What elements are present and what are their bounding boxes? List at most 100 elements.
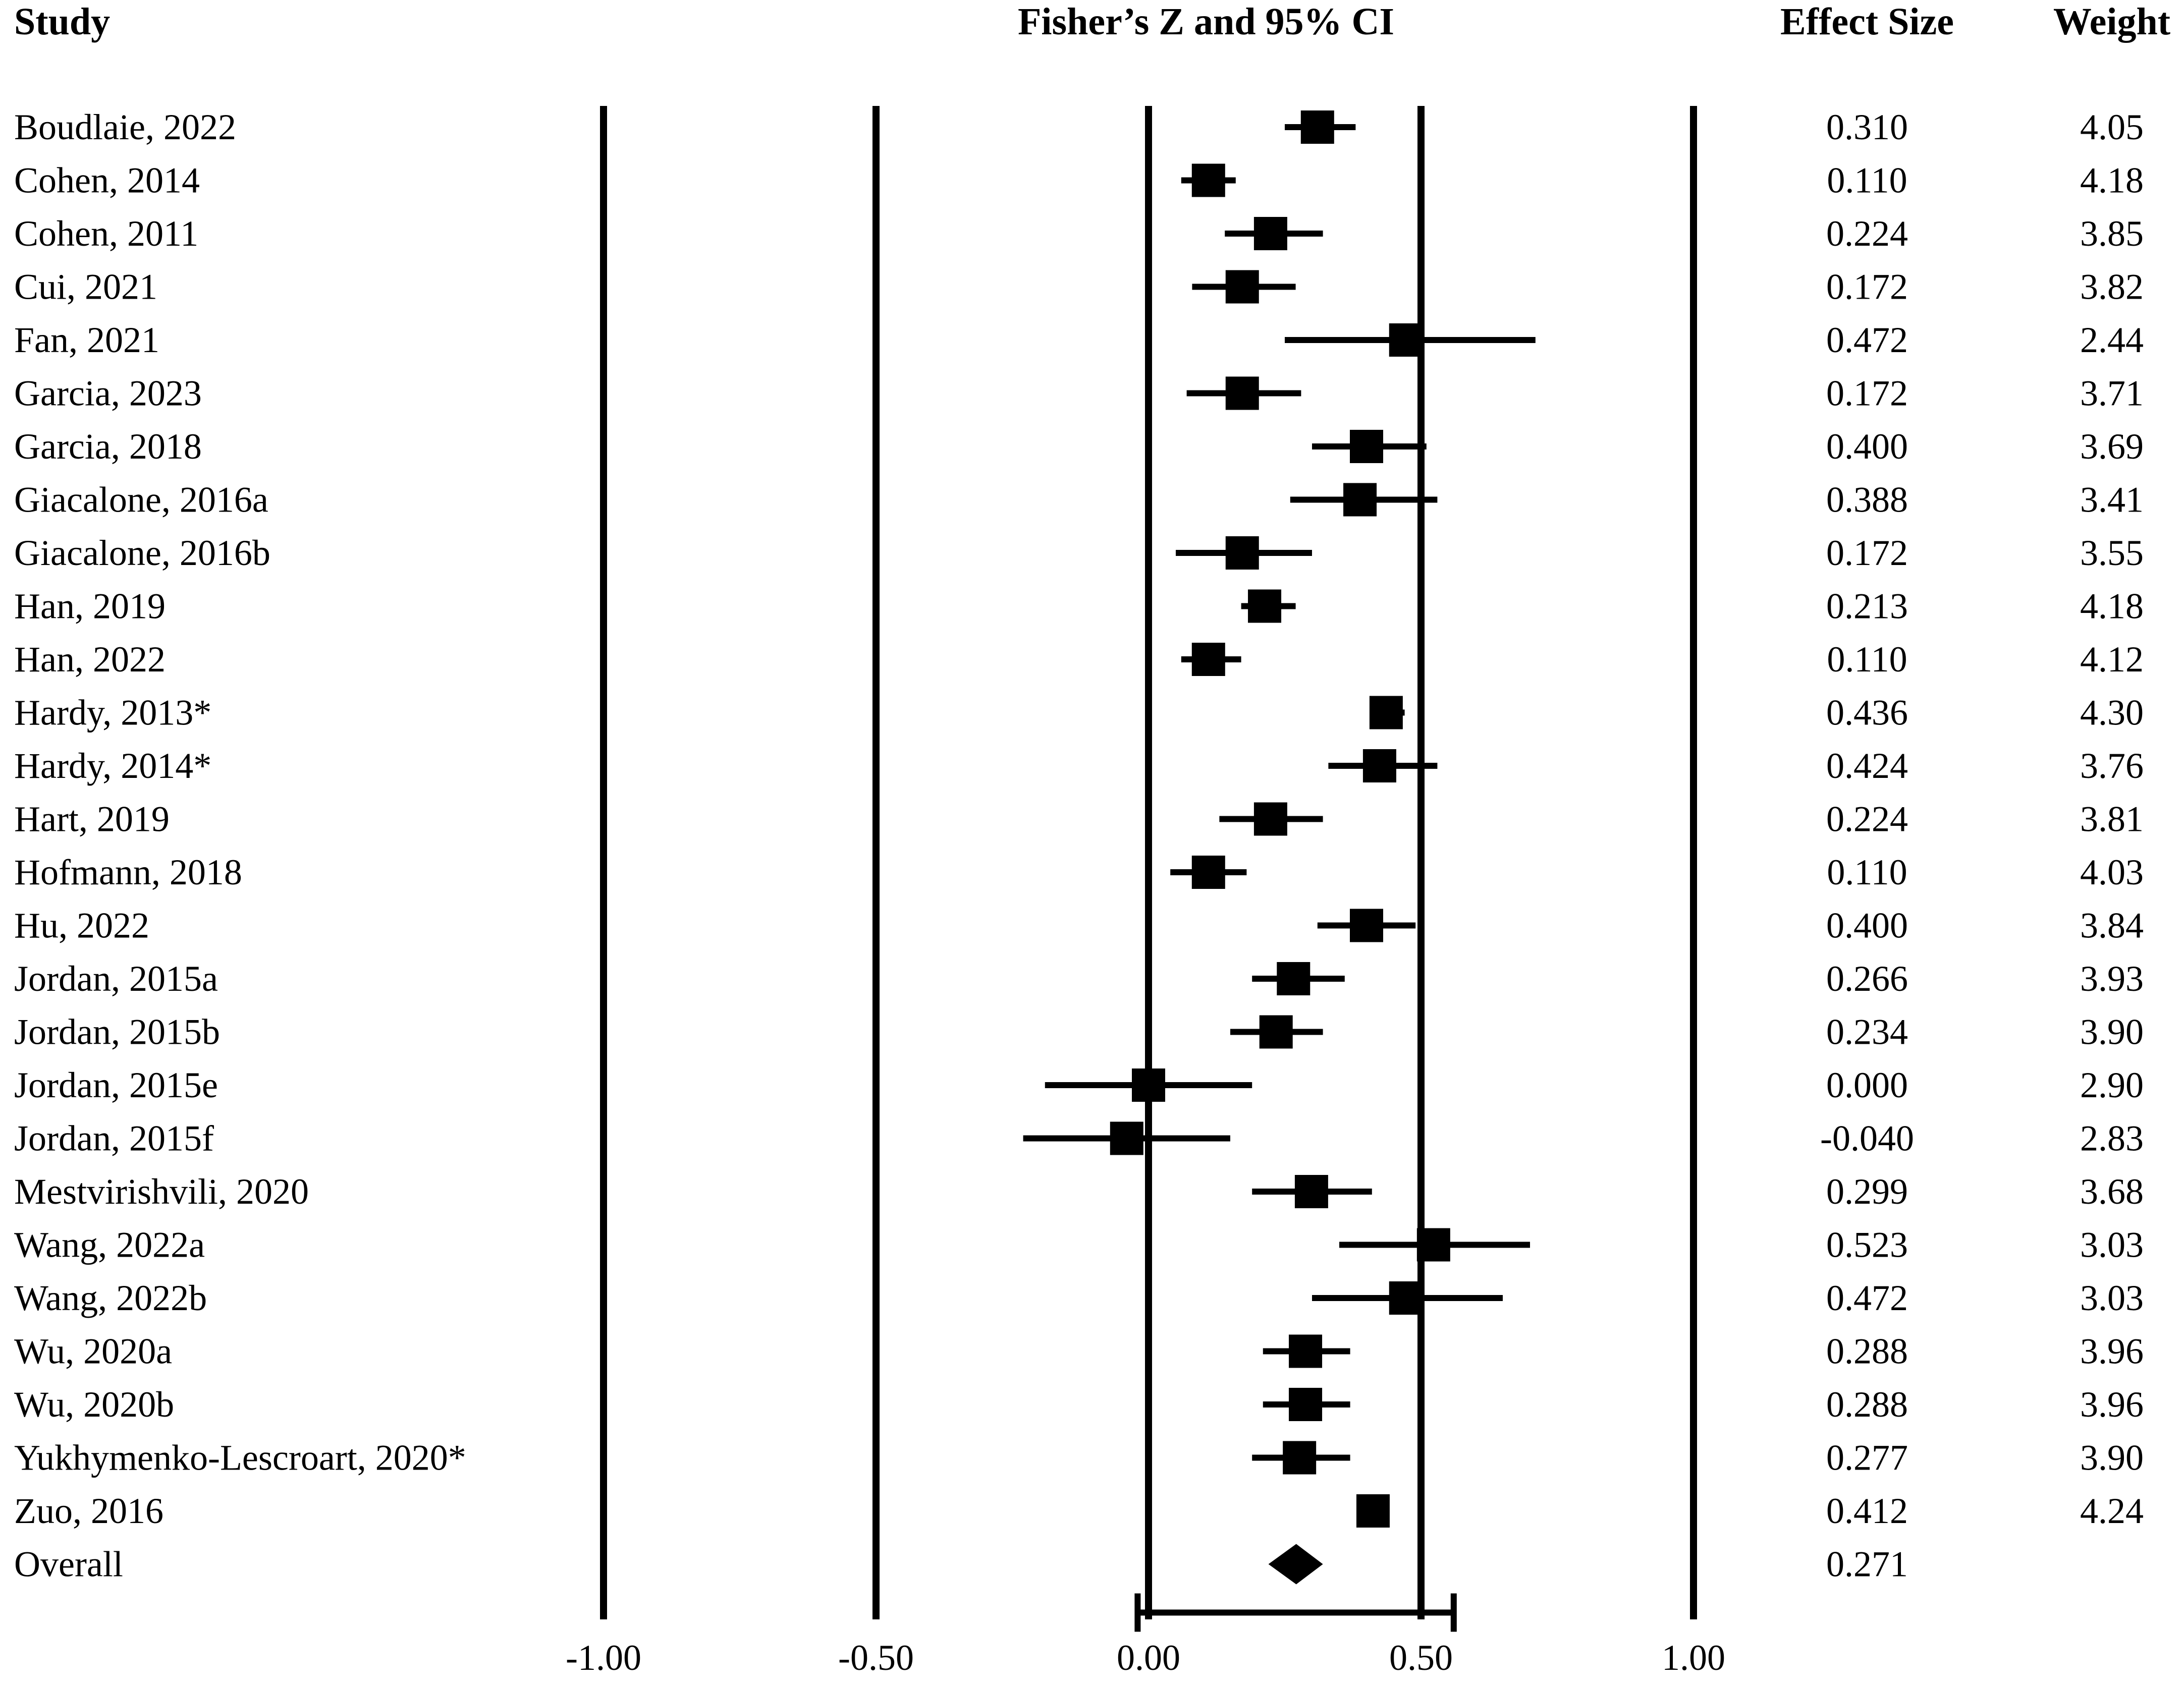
study-label: Giacalone, 2016b: [14, 533, 270, 573]
weight-value: 3.76: [2080, 746, 2144, 786]
effect-marker: [1350, 430, 1383, 463]
study-row: Mestvirishvili, 2020 0.299 3.68: [14, 1171, 2144, 1212]
effect-marker: [1289, 1388, 1323, 1421]
study-label: Wang, 2022b: [14, 1278, 207, 1318]
effect-size-value: 0.436: [1826, 693, 1908, 733]
effect-size-value: 0.310: [1826, 107, 1908, 147]
effect-marker: [1191, 163, 1225, 197]
effect-size-value: 0.288: [1826, 1331, 1908, 1372]
weight-value: 3.90: [2080, 1438, 2144, 1478]
weight-value: 3.85: [2080, 213, 2144, 254]
study-row: Han, 2019 0.213 4.18: [14, 586, 2144, 627]
overall-row: Overall 0.271: [14, 1544, 1908, 1632]
overall-effect-size: 0.271: [1826, 1544, 1908, 1585]
header-title: Fisher’s Z and 95% CI: [1018, 1, 1394, 43]
study-row: Giacalone, 2016a 0.388 3.41: [14, 480, 2144, 520]
effect-marker: [1389, 323, 1423, 357]
weight-value: 3.03: [2080, 1278, 2144, 1318]
effect-size-value: 0.277: [1826, 1438, 1908, 1478]
study-label: Hofmann, 2018: [14, 852, 242, 892]
effect-size-value: 0.224: [1826, 213, 1908, 254]
weight-value: 3.03: [2080, 1225, 2144, 1265]
study-row: Boudlaie, 2022 0.310 4.05: [14, 107, 2144, 147]
effect-marker: [1300, 110, 1334, 144]
header-weight: Weight: [2053, 1, 2170, 43]
weight-value: 4.03: [2080, 852, 2144, 892]
study-row: Wang, 2022a 0.523 3.03: [14, 1225, 2144, 1265]
study-row: Hofmann, 2018 0.110 4.03: [14, 852, 2144, 892]
study-rows: Boudlaie, 2022 0.310 4.05 Cohen, 2014 0.110 4…: [14, 107, 2144, 1531]
effect-size-value: 0.412: [1826, 1491, 1908, 1531]
effect-size-value: 0.172: [1826, 533, 1908, 573]
effect-marker: [1248, 589, 1282, 623]
weight-value: 4.12: [2080, 639, 2144, 680]
study-label: Jordan, 2015f: [14, 1118, 214, 1159]
study-label: Han, 2022: [14, 639, 166, 680]
reference-lines: [600, 106, 1697, 1619]
study-label: Hardy, 2014*: [14, 746, 211, 786]
study-row: Han, 2022 0.110 4.12: [14, 639, 2144, 680]
weight-value: 3.55: [2080, 533, 2144, 573]
study-label: Yukhymenko-Lescroart, 2020*: [14, 1438, 466, 1478]
effect-size-value: 0.424: [1826, 746, 1908, 786]
study-label: Giacalone, 2016a: [14, 480, 268, 520]
study-label: Wang, 2022a: [14, 1225, 205, 1265]
effect-marker: [1225, 376, 1259, 410]
effect-size-value: 0.400: [1826, 426, 1908, 467]
weight-value: 3.69: [2080, 426, 2144, 467]
effect-marker: [1389, 1281, 1423, 1315]
weight-value: 2.44: [2080, 320, 2144, 360]
overall-label: Overall: [14, 1544, 123, 1585]
effect-marker: [1343, 483, 1377, 517]
weight-value: 4.24: [2080, 1491, 2144, 1531]
effect-marker: [1259, 1015, 1293, 1049]
effect-size-value: 0.110: [1827, 852, 1907, 892]
weight-value: 3.84: [2080, 906, 2144, 946]
study-row: Jordan, 2015f -0.040 2.83: [14, 1118, 2144, 1159]
effect-size-value: 0.110: [1827, 160, 1907, 201]
effect-marker: [1350, 909, 1383, 942]
weight-value: 3.71: [2080, 373, 2144, 414]
study-label: Han, 2019: [14, 586, 166, 627]
x-tick-label: -1.00: [566, 1638, 641, 1678]
column-headers: Study Fisher’s Z and 95% CI Effect Size …: [14, 1, 2170, 43]
effect-size-value: 0.172: [1826, 267, 1908, 307]
study-label: Hart, 2019: [14, 799, 170, 839]
study-label: Jordan, 2015b: [14, 1012, 220, 1052]
effect-marker: [1289, 1334, 1323, 1368]
weight-value: 3.68: [2080, 1171, 2144, 1212]
study-row: Zuo, 2016 0.412 4.24: [14, 1491, 2144, 1531]
x-tick-label: 1.00: [1662, 1638, 1725, 1678]
study-label: Garcia, 2023: [14, 373, 202, 414]
x-axis-tick-labels: -1.00 -0.50 0.00 0.50 1.00: [566, 1638, 1725, 1678]
effect-marker: [1416, 1228, 1450, 1262]
weight-value: 3.96: [2080, 1331, 2144, 1372]
effect-marker: [1110, 1121, 1143, 1155]
effect-size-value: 0.388: [1826, 480, 1908, 520]
effect-size-value: 0.472: [1826, 1278, 1908, 1318]
weight-value: 3.82: [2080, 267, 2144, 307]
study-label: Wu, 2020b: [14, 1384, 174, 1425]
weight-value: 4.18: [2080, 160, 2144, 201]
study-row: Jordan, 2015a 0.266 3.93: [14, 959, 2144, 999]
study-label: Zuo, 2016: [14, 1491, 163, 1531]
study-label: Jordan, 2015a: [14, 959, 218, 999]
weight-value: 4.30: [2080, 693, 2144, 733]
weight-value: 4.05: [2080, 107, 2144, 147]
effect-size-value: 0.213: [1826, 586, 1908, 627]
study-label: Mestvirishvili, 2020: [14, 1171, 309, 1212]
study-row: Cohen, 2011 0.224 3.85: [14, 213, 2144, 254]
effect-marker: [1356, 1494, 1390, 1528]
study-label: Hardy, 2013*: [14, 693, 211, 733]
study-row: Wu, 2020b 0.288 3.96: [14, 1384, 2144, 1425]
study-label: Wu, 2020a: [14, 1331, 172, 1372]
effect-marker: [1294, 1175, 1328, 1208]
effect-size-value: 0.400: [1826, 906, 1908, 946]
study-row: Garcia, 2018 0.400 3.69: [14, 426, 2144, 467]
effect-size-value: 0.266: [1826, 959, 1908, 999]
x-tick-label: 0.50: [1389, 1638, 1453, 1678]
study-row: Yukhymenko-Lescroart, 2020* 0.277 3.90: [14, 1438, 2144, 1478]
study-row: Cohen, 2014 0.110 4.18: [14, 160, 2144, 201]
effect-size-value: 0.224: [1826, 799, 1908, 839]
